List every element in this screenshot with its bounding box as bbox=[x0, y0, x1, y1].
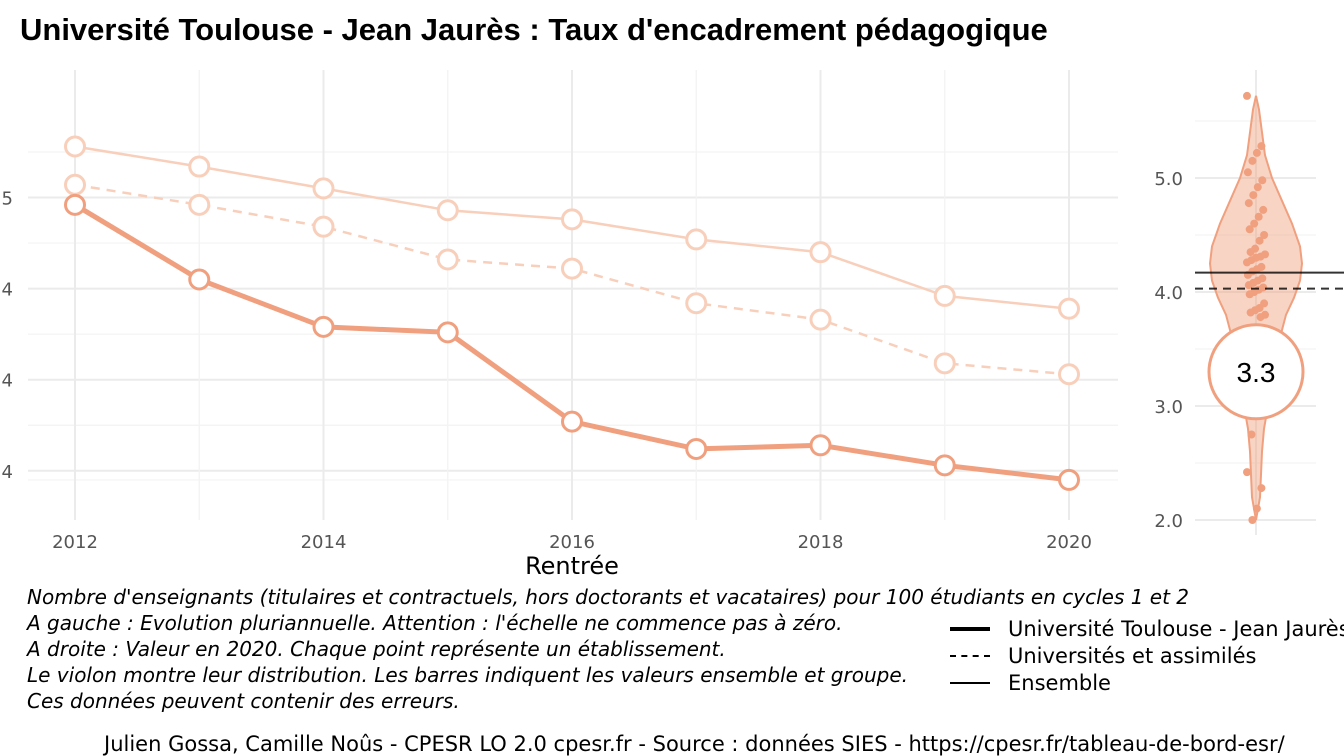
legend-key-dashed bbox=[950, 654, 990, 657]
violin-point bbox=[1247, 430, 1256, 439]
note-line: Ces données peuvent contenir des erreurs… bbox=[27, 689, 460, 713]
point-ensemble bbox=[1058, 297, 1080, 320]
point-main bbox=[561, 410, 583, 433]
legend-label: Université Toulouse - Jean Jaurès bbox=[1008, 616, 1344, 641]
x-tick-label: 2018 bbox=[798, 532, 844, 553]
point-universites bbox=[933, 352, 956, 375]
legend-item: Ensemble bbox=[950, 669, 1344, 696]
highlight-value-label: 3.3 bbox=[1237, 357, 1276, 388]
violin-point bbox=[1245, 225, 1254, 234]
y-tick-label: 4 bbox=[2, 280, 13, 301]
y-tick-label: 4 bbox=[2, 462, 13, 483]
point-universites bbox=[1058, 363, 1080, 386]
y-tick-label: 4 bbox=[2, 371, 13, 392]
legend-label: Universités et assimilés bbox=[1008, 643, 1257, 668]
violin-point bbox=[1246, 248, 1255, 257]
violin-point bbox=[1243, 258, 1251, 267]
violin-y-tick-label: 3.0 bbox=[1154, 397, 1183, 418]
point-ensemble bbox=[64, 135, 86, 158]
violin-point bbox=[1254, 212, 1263, 221]
violin-point bbox=[1243, 91, 1251, 100]
x-tick-label: 2014 bbox=[301, 532, 347, 553]
note-line: Le violon montre leur distribution. Les … bbox=[27, 663, 908, 687]
legend-key-solid-thick bbox=[950, 626, 990, 631]
point-universites bbox=[436, 248, 459, 271]
legend-key-solid bbox=[950, 681, 990, 684]
violin-point bbox=[1257, 142, 1266, 151]
chart-area: 5 4 4 4 2012 2014 2016 2018 2020 Rentrée 5.0 4.0 3.… bbox=[2, 70, 1344, 580]
point-main bbox=[809, 434, 832, 457]
x-axis-label: Rentrée bbox=[525, 552, 619, 580]
violin-y-tick-label: 5.0 bbox=[1154, 169, 1183, 190]
violin-y-tick-label: 2.0 bbox=[1154, 511, 1183, 532]
violin-point bbox=[1259, 205, 1268, 214]
point-main bbox=[64, 193, 86, 216]
point-universites bbox=[312, 215, 335, 238]
point-main bbox=[685, 437, 708, 460]
point-ensemble bbox=[933, 284, 956, 307]
highlight-bubble bbox=[1207, 323, 1305, 421]
point-universites bbox=[561, 257, 583, 280]
point-ensemble bbox=[685, 228, 708, 251]
violin-point bbox=[1245, 290, 1254, 299]
point-ensemble bbox=[312, 177, 335, 200]
point-ensemble bbox=[809, 241, 832, 264]
point-main bbox=[933, 454, 956, 477]
violin-point bbox=[1249, 191, 1258, 200]
x-tick-label: 2016 bbox=[549, 532, 595, 553]
violin-point bbox=[1252, 148, 1261, 157]
violin-point bbox=[1258, 176, 1267, 185]
violin-point bbox=[1248, 156, 1257, 165]
y-tick-label: 5 bbox=[2, 189, 13, 210]
violin-point bbox=[1248, 516, 1257, 524]
point-main bbox=[312, 315, 335, 338]
violin-point bbox=[1257, 484, 1266, 493]
legend: Université Toulouse - Jean Jaurès Univer… bbox=[950, 615, 1344, 696]
violin-point bbox=[1255, 236, 1264, 245]
x-tick-label: 2020 bbox=[1046, 532, 1092, 553]
point-main bbox=[188, 268, 211, 291]
chart-title: Université Toulouse - Jean Jaurès : Taux… bbox=[20, 12, 1048, 47]
point-universites bbox=[188, 193, 211, 216]
chart-notes: Nombre d'enseignants (titulaires et cont… bbox=[27, 584, 1189, 714]
point-universites bbox=[64, 173, 86, 196]
violin-point bbox=[1250, 219, 1259, 228]
violin-point bbox=[1243, 468, 1251, 477]
x-tick-label: 2012 bbox=[52, 532, 98, 553]
point-main bbox=[1058, 468, 1080, 491]
violin-point bbox=[1252, 504, 1261, 513]
point-universites bbox=[685, 292, 708, 315]
point-ensemble bbox=[561, 208, 583, 231]
violin-point bbox=[1244, 199, 1253, 208]
point-ensemble bbox=[436, 199, 459, 222]
violin-point bbox=[1243, 168, 1252, 177]
point-universites bbox=[809, 308, 832, 331]
legend-item: Université Toulouse - Jean Jaurès bbox=[950, 615, 1344, 642]
point-ensemble bbox=[188, 155, 211, 178]
violin-point bbox=[1256, 313, 1265, 322]
line-chart-panel: 5 4 4 4 2012 2014 2016 2018 2020 Rentrée bbox=[2, 70, 1118, 580]
violin-chart-panel: 5.0 4.0 3.0 2.0 3.3 bbox=[1154, 70, 1344, 535]
violin-point bbox=[1260, 231, 1269, 239]
series-line-universites bbox=[74, 183, 1070, 376]
violin-point bbox=[1244, 281, 1253, 290]
note-line: A gauche : Evolution pluriannuelle. Atte… bbox=[27, 611, 843, 635]
note-line: A droite : Valeur en 2020. Chaque point … bbox=[27, 637, 726, 661]
legend-item: Universités et assimilés bbox=[950, 642, 1344, 669]
point-main bbox=[436, 321, 459, 344]
violin-y-tick-label: 4.0 bbox=[1154, 283, 1183, 304]
violin-point bbox=[1246, 308, 1255, 317]
note-line: Nombre d'enseignants (titulaires et cont… bbox=[27, 585, 1190, 609]
source-caption: Julien Gossa, Camille Noûs - CPESR LO 2.… bbox=[104, 732, 1285, 756]
legend-label: Ensemble bbox=[1008, 670, 1111, 695]
violin-point bbox=[1253, 183, 1262, 192]
